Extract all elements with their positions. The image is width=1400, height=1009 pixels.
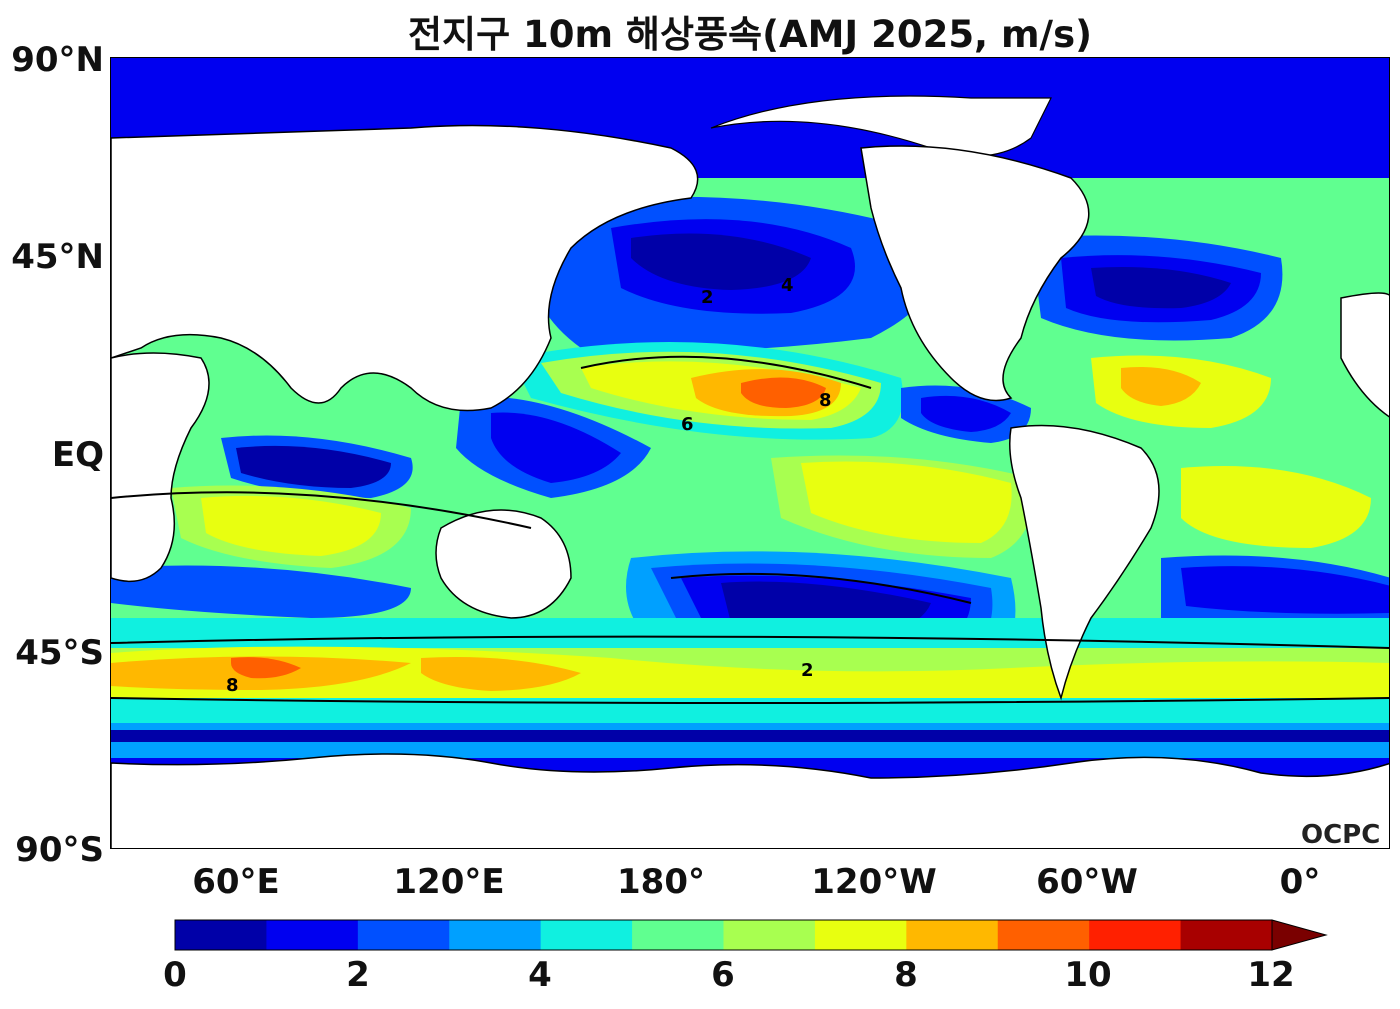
colorbar-segment bbox=[1089, 920, 1182, 950]
colorbar-extend-arrow bbox=[1271, 919, 1328, 951]
contour-label: 6 bbox=[681, 414, 694, 435]
contour-label: 2 bbox=[701, 287, 714, 308]
colorbar-tick-0: 0 bbox=[163, 955, 187, 995]
lat-label-90s: 90°S bbox=[15, 830, 104, 870]
eurasia bbox=[111, 124, 699, 412]
colorbar-segment bbox=[906, 920, 999, 950]
lon-label-180: 180° bbox=[617, 862, 705, 902]
contour-label: 8 bbox=[819, 390, 832, 411]
colorbar bbox=[174, 919, 1328, 951]
colorbar-segment bbox=[449, 920, 542, 950]
lon-label-0: 0° bbox=[1279, 862, 1321, 902]
north-america bbox=[860, 145, 1090, 402]
colorbar-segment bbox=[266, 920, 359, 950]
colorbar-segment bbox=[997, 920, 1090, 950]
lat-label-90n: 90°N bbox=[11, 40, 104, 80]
lon-label-120w: 120°W bbox=[811, 862, 937, 902]
lon-label-120e: 120°E bbox=[393, 862, 505, 902]
colorbar-tick-6: 6 bbox=[711, 955, 735, 995]
colorbar-tick-2: 2 bbox=[346, 955, 370, 995]
colorbar-border bbox=[174, 919, 1273, 951]
contour-label: 4 bbox=[781, 275, 794, 296]
contour-4-south bbox=[111, 635, 1389, 649]
colorbar-segment bbox=[632, 920, 724, 950]
colorbar-segment bbox=[175, 920, 267, 950]
colorbar-segment bbox=[357, 920, 450, 950]
contour-4 bbox=[111, 491, 532, 529]
map-svg: 2 4 6 8 8 2 OCPC bbox=[111, 58, 1389, 849]
contour-6 bbox=[580, 355, 872, 389]
contour-label: 8 bbox=[226, 675, 239, 696]
colorbar-tick-4: 4 bbox=[528, 955, 552, 995]
wind-speed-map: 2 4 6 8 8 2 OCPC bbox=[110, 57, 1390, 849]
colorbar-segment bbox=[723, 920, 816, 950]
africa bbox=[111, 352, 210, 583]
lon-label-60e: 60°E bbox=[192, 862, 280, 902]
colorbar-tick-10: 10 bbox=[1064, 955, 1112, 995]
south-america bbox=[1009, 424, 1160, 701]
antarctica bbox=[111, 753, 1389, 848]
australia bbox=[435, 509, 572, 619]
contour-2-south bbox=[670, 572, 972, 604]
ocpc-logo: OCPC bbox=[1301, 820, 1380, 849]
colorbar-segment bbox=[1180, 920, 1273, 950]
lat-label-45n: 45°N bbox=[11, 237, 104, 277]
lon-label-60w: 60°W bbox=[1036, 862, 1138, 902]
map-title: 전지구 10m 해상풍속(AMJ 2025, m/s) bbox=[407, 13, 1092, 56]
colorbar-segment bbox=[814, 920, 907, 950]
colorbar-tick-8: 8 bbox=[894, 955, 918, 995]
colorbar-segment bbox=[540, 920, 633, 950]
contour-6-south bbox=[111, 697, 1389, 704]
colorbar-tick-12: 12 bbox=[1247, 955, 1295, 995]
lat-label-45s: 45°S bbox=[15, 633, 104, 673]
lat-label-eq: EQ bbox=[51, 435, 104, 475]
contour-label: 2 bbox=[801, 660, 814, 681]
